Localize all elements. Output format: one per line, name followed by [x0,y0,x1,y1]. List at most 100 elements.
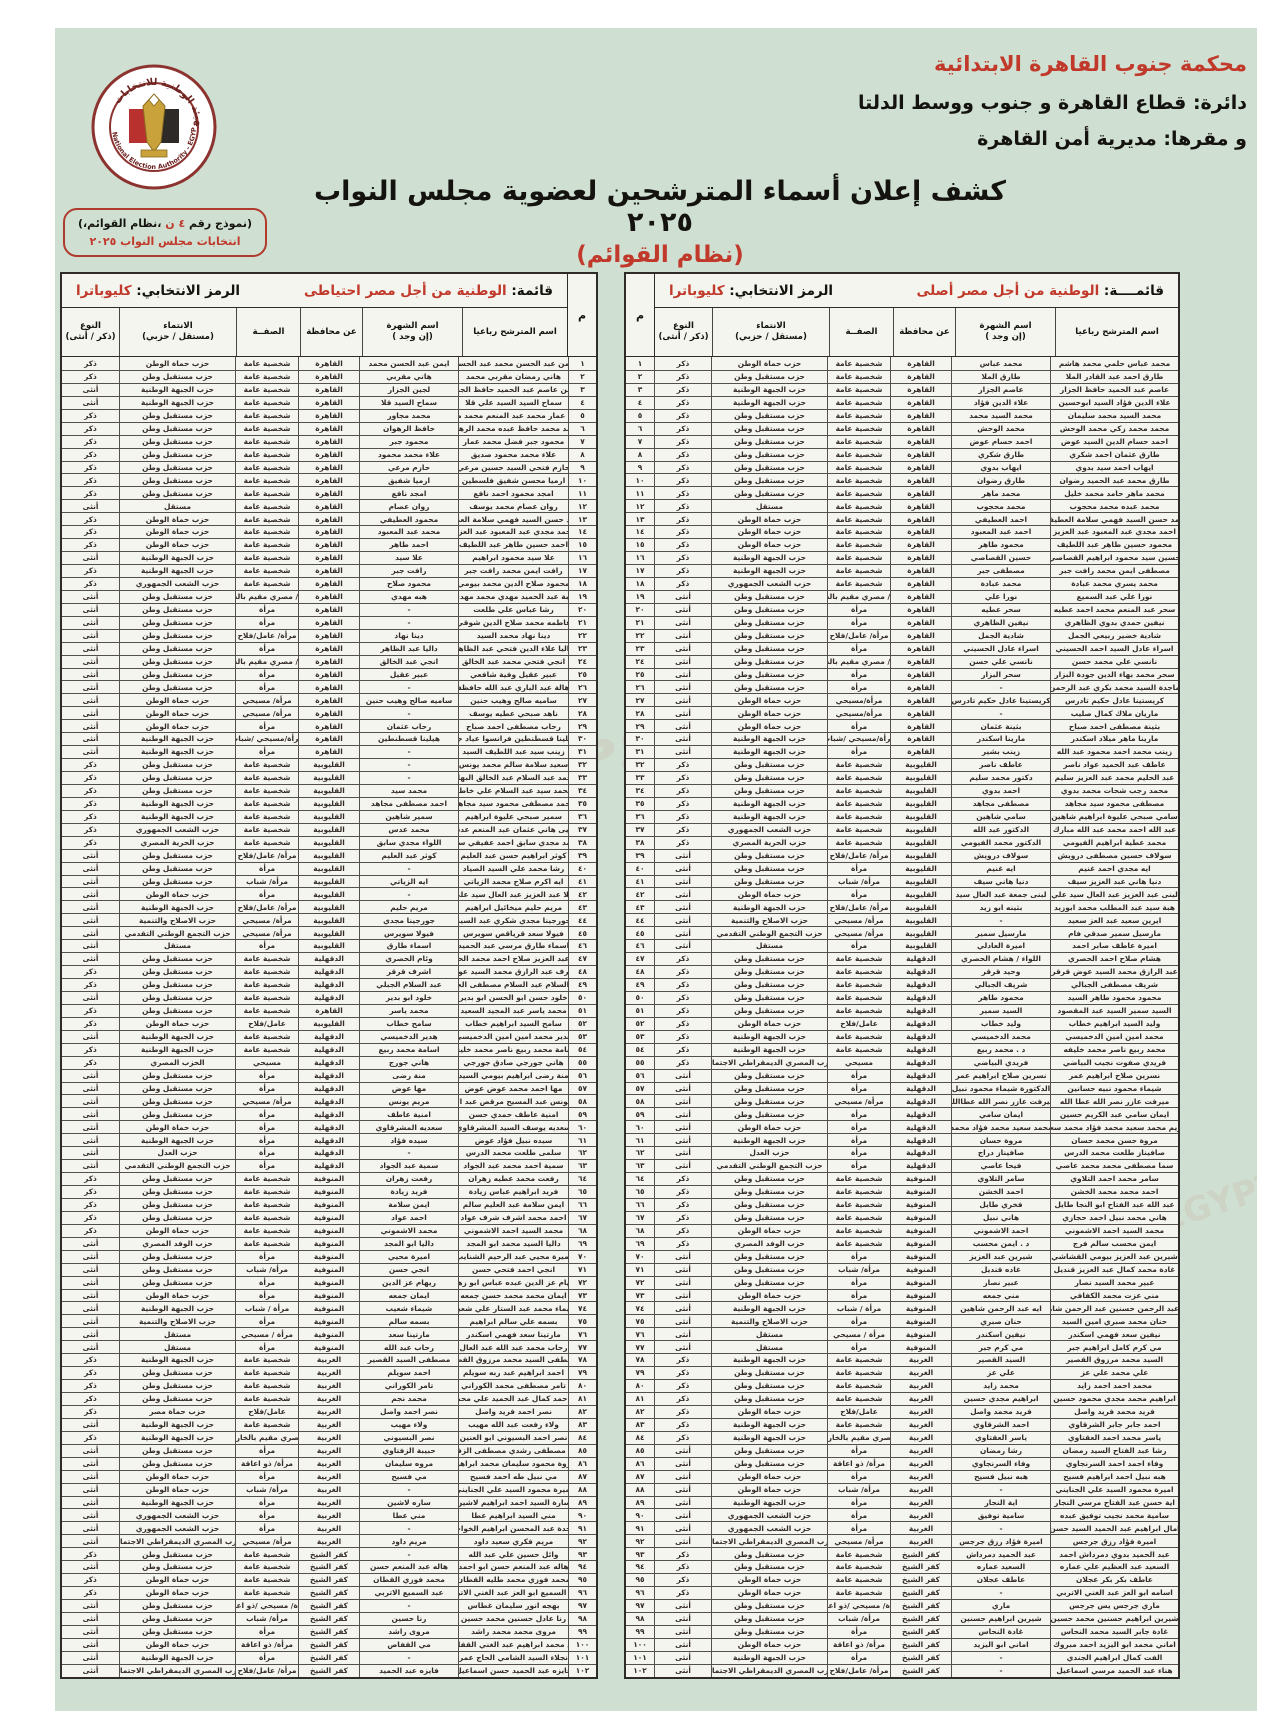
cell-name: احمد حسام الدين السيد عوض [1050,435,1178,448]
cell-gov: القاهرة [298,565,359,577]
cell-name: ولاء رفعت عبد الله مهيب [458,1418,568,1431]
cell-name: محمد مجدي سابق احمد عفيفي سابق [458,836,568,849]
cell-attr: مرأة [827,603,890,616]
cell-sex: ذكر [654,759,711,771]
cell-gov: المنوفية [890,1198,951,1211]
cell-gov: القليوبية [298,901,359,914]
cell-sex: أنثى [654,914,711,927]
cell-aff: الحزب المصري [119,1056,235,1069]
cell-sex: أنثى [654,1069,711,1082]
cell-gov: القليوبية [890,772,951,784]
form-number-stamp: (نموذج رقم ٤ ن ،نظام القوائم،) انتخابات … [63,208,267,257]
cell-gov: القاهرة [890,642,951,655]
cell-aff: حزب الشعب الجمهوري [711,1522,827,1535]
cell-sex: أنثى [82,385,99,395]
headquarters-line: و مقرها: مديرية أمن القاهرة [977,128,1247,150]
cell-gov: الدقهلية [298,1160,359,1173]
cell-gov: القليوبية [890,759,951,771]
cell-attr: مرأة [235,1069,298,1082]
cell-name: علاء محمد محمود صديق [458,448,568,461]
table-row: أنثى حزب مستقبل وطن مرأة القاهرة - فاطمه محمد… [62,615,596,629]
cell-name: مروى محمد محمد راشد [458,1625,568,1638]
cell-nick: - [951,1483,1050,1496]
table-row: ١٠ ذكر حزب مستقبل وطن شخصية عامة القاهرة طارق… [626,473,1178,487]
cell-gov: الغربية [298,1380,359,1392]
table-row: ذكر حزب حماة الوطن شخصية عامة القاهرة ايمن ع… [62,357,596,370]
cell-sex: ذكر [84,825,97,835]
cell-name: محمد عطية ابراهيم الفيومي [1050,836,1178,849]
cell-gov: الدقهلية [890,1082,951,1095]
table-row: ٥٧ أنثى حزب مستقبل وطن مرأة الدقهلية الدكتورة… [626,1081,1178,1095]
cell-aff: حزب مستقبل وطن [119,668,235,681]
cell-gov: الدقهلية [890,1069,951,1082]
cell-name: سمية احمد محمد عبد الجواد [458,1160,568,1173]
table-row: أنثى حزب مستقبل وطن مرأة/ شباب كفر الشيخ رنا… [62,1611,596,1625]
cell-nick: مني عطا [359,1509,458,1522]
cell-no: ٤ [568,396,596,409]
cell-aff: حزب حماة الوطن [119,1017,235,1030]
cell-aff: حزب مستقبل وطن [119,448,235,461]
table-row: ذكر حزب مستقبل وطن شخصية عامة الدقهلية عبد ا… [62,978,596,991]
cell-gov: القاهرة [890,383,951,396]
cell-sex: ذكر [84,773,97,783]
cell-name: احمد مجدي عبد المعبود عبد العزيز [1050,526,1178,539]
cell-gov: الغربية [298,1393,359,1405]
cell-nick: - [359,759,458,771]
table-row: ذكر حزب مستقبل وطن شخصية عامة المنوفية رفعت … [62,1172,596,1185]
cell-no: ٦٧ [635,1213,645,1223]
cell-aff: حزب مستقبل وطن [119,1612,235,1625]
cell-attr: مرأة [235,940,298,953]
cell-no: ١٥ [635,540,645,550]
cell-no: ٤٨ [635,967,645,977]
cell-attr: مرأة [827,1160,890,1173]
cell-nick: هبه نبيل فسيح [951,1470,1050,1483]
cell-aff: حزب مستقبل وطن [119,1004,235,1017]
cell-sex: ذكر [654,448,711,461]
cell-nick: اسراء عادل الحسيني [951,642,1050,655]
cell-nick: الدكتورة شيماء محمود نبيل [951,1082,1050,1095]
cell-no: ٣٤ [635,786,645,796]
table-row: أنثى حزب الجبهة الوطنية مرأة الدقهلية سيده ف… [62,1133,596,1147]
cell-sex: أنثى [82,1627,99,1637]
cell-no: ٧٤ [568,1302,596,1315]
cell-name: عبد السلام عبد السلام مصطفى الجبلي [458,979,568,991]
cell-no: ١٠٠ [633,1640,647,1650]
cell-aff: حزب حماة الوطن [711,1017,827,1030]
cell-attr: مرأة/ شباب [827,1612,890,1625]
cell-no: ٣١ [568,746,596,759]
cell-attr: مرأة [235,1147,298,1160]
table-row: ذكر حزب الحرية المصري شخصية عامة القليوبية ا… [62,835,596,849]
cell-attr: مرأة/ مسيحي [827,1095,890,1108]
nea-emblem-icon: الهيئة الوطنية للانتخابات National Elect… [88,56,217,190]
cell-no: ٧١ [568,1263,596,1276]
cell-no: ١٦ [568,552,596,564]
cell-sex: ذكر [654,1354,711,1367]
cell-sex: ذكر [84,1407,97,1417]
cell-aff: حزب الجبهة الوطنية [119,565,235,577]
cell-nick: رشا رمضان [951,1444,1050,1457]
cell-nick: مروة حسان [951,1134,1050,1147]
cell-no: ٢٥ [635,669,645,679]
cell-no: ٣٨ [635,837,645,847]
cell-nick: حبيبة الزفتاوي [359,1444,458,1457]
cell-no: ٤٨ [568,966,596,978]
cell-name: السيد محمد مرزوق القصير [1050,1354,1178,1367]
cell-sex: ذكر [84,1187,97,1197]
cell-sex: أنثى [654,1095,711,1108]
cell-sex: أنثى [654,746,711,759]
cell-sex: ذكر [654,784,711,797]
cell-nick: رافت جبر [359,565,458,577]
cell-attr: شخصية عامة [235,772,298,784]
cell-no: ٦٥ [635,1187,645,1197]
cell-nick: د . ايمن محسب [951,1237,1050,1250]
cell-name: داليا علاء الدين فتحي عبد الظاهر [458,642,568,655]
cell-nick: جورجينا مجدي [359,914,458,927]
cell-aff: الحزب المصري الديمقراطي الاجتماعي [711,1056,827,1069]
cell-sex: أنثى [654,681,711,694]
cell-aff: حزب مستقبل وطن [119,1198,235,1211]
cell-attr: شخصية عامة [827,1354,890,1367]
cell-no: ٤١ [568,875,596,888]
table-row: ٦ ذكر حزب مستقبل وطن شخصية عامة القاهرة محمد … [626,421,1178,435]
cell-no: ٩٦ [635,1588,645,1598]
cell-no: ١ [568,357,596,370]
